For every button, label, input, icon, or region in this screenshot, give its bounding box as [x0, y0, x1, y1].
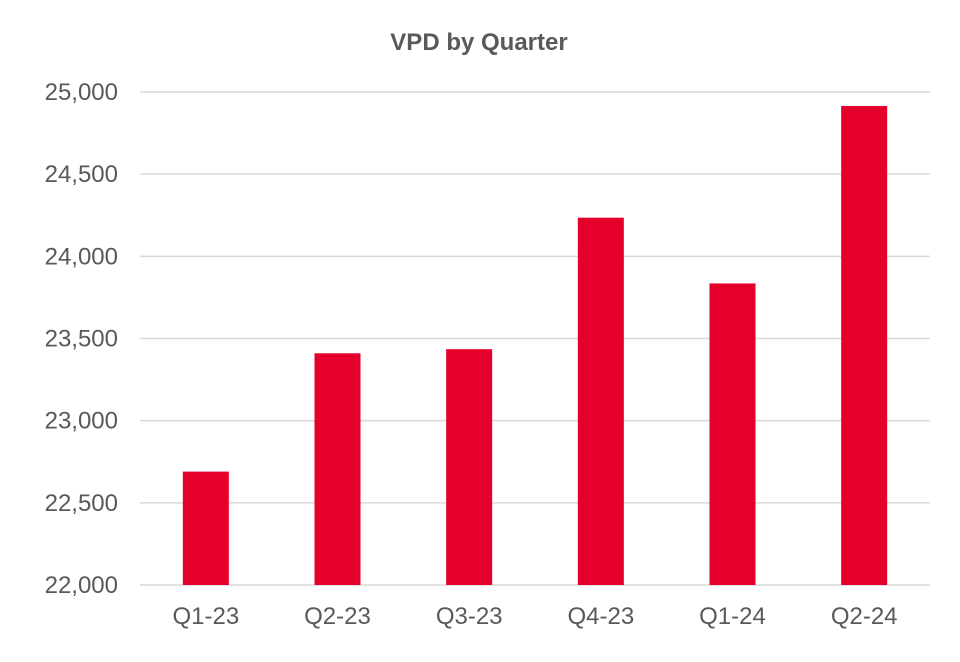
bars: [182, 105, 888, 586]
bar-q2-23: [314, 353, 361, 585]
bar-q3-23: [446, 349, 493, 585]
gridlines: [140, 91, 930, 586]
y-axis-tick-labels: 22,000 22,500 23,000 23,500 24,000 24,500 25,0…: [45, 79, 118, 599]
x-tick-label: Q1-24: [699, 603, 766, 630]
x-tick-label: Q4-23: [567, 603, 634, 630]
x-tick-label: Q2-23: [304, 603, 371, 630]
y-tick-label: 24,500: [45, 161, 118, 188]
y-tick-label: 23,000: [45, 408, 118, 435]
y-tick-label: 22,500: [45, 490, 118, 517]
y-tick-label: 22,000: [45, 572, 118, 599]
bar-q1-23: [182, 471, 229, 585]
bar-q4-23: [577, 217, 624, 585]
x-tick-label: Q2-24: [831, 603, 898, 630]
x-axis-tick-labels: Q1-23 Q2-23 Q3-23 Q4-23 Q1-24 Q2-24: [172, 603, 897, 630]
x-tick-label: Q1-23: [172, 603, 239, 630]
y-tick-label: 25,000: [45, 79, 118, 106]
x-tick-label: Q3-23: [436, 603, 503, 630]
y-tick-label: 23,500: [45, 326, 118, 353]
bar-q2-24: [841, 105, 888, 586]
y-tick-label: 24,000: [45, 243, 118, 270]
chart-title: VPD by Quarter: [390, 29, 567, 56]
bar-q1-24: [709, 283, 756, 585]
